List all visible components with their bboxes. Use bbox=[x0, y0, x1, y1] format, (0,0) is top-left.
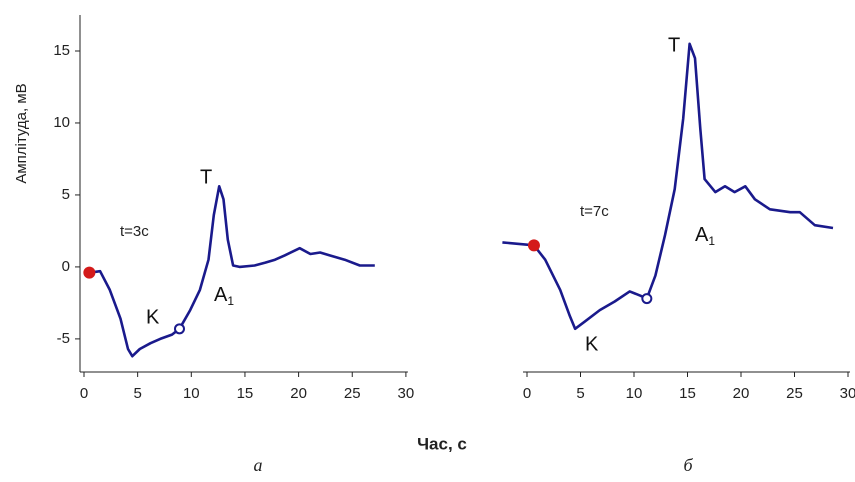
x-tick-label: 10 bbox=[183, 385, 200, 402]
annotation-sub: 1 bbox=[227, 294, 234, 308]
x-tick-label: 20 bbox=[290, 385, 307, 402]
x-axis-label: Час, с bbox=[417, 434, 467, 453]
annotation-sub: 1 bbox=[708, 234, 715, 248]
data-line bbox=[89, 185, 375, 358]
y-tick-label: 0 bbox=[62, 258, 70, 275]
data-line bbox=[502, 42, 834, 331]
annotation: T bbox=[668, 34, 680, 56]
panel-label: а bbox=[254, 455, 263, 475]
marker bbox=[83, 266, 96, 279]
marker bbox=[641, 293, 653, 305]
x-tick-label: 25 bbox=[786, 385, 803, 402]
x-tick-label: 10 bbox=[626, 385, 643, 402]
x-tick-label: 5 bbox=[576, 385, 584, 402]
x-tick-label: 15 bbox=[237, 385, 254, 402]
x-tick-label: 25 bbox=[344, 385, 361, 402]
x-tick-label: 15 bbox=[679, 385, 696, 402]
x-tick-label: 20 bbox=[733, 385, 750, 402]
annotation-main: A bbox=[214, 284, 228, 306]
annotation: A1 bbox=[214, 284, 234, 308]
x-tick-label: 30 bbox=[398, 385, 415, 402]
note: t=7с bbox=[580, 203, 609, 220]
marker bbox=[527, 239, 540, 252]
note: t=3с bbox=[120, 223, 149, 240]
marker bbox=[173, 323, 185, 335]
annotation: A1 bbox=[695, 224, 715, 248]
y-tick-label: 10 bbox=[53, 114, 70, 131]
x-tick-label: 5 bbox=[133, 385, 141, 402]
y-tick-label: 5 bbox=[62, 186, 70, 203]
panel-label: б bbox=[683, 455, 693, 475]
annotation: K bbox=[146, 306, 160, 328]
x-tick-label: 0 bbox=[80, 385, 88, 402]
annotation-main: A bbox=[695, 224, 709, 246]
y-tick-label: -5 bbox=[57, 330, 70, 347]
y-axis-label: Амплітуда, мВ bbox=[13, 83, 30, 183]
annotation: T bbox=[200, 166, 212, 188]
x-tick-label: 0 bbox=[523, 385, 531, 402]
x-tick-label: 30 bbox=[840, 385, 855, 402]
y-tick-label: 15 bbox=[53, 42, 70, 59]
annotation: K bbox=[585, 333, 599, 355]
